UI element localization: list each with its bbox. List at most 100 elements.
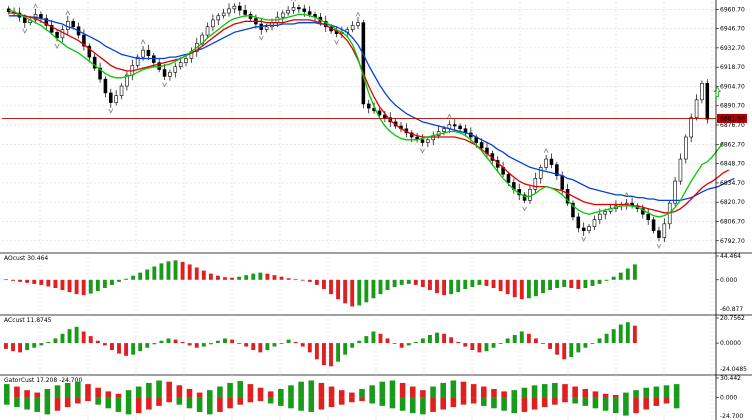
gator-bar-down xyxy=(541,397,548,408)
histogram-bar-down xyxy=(548,343,553,349)
gator-bar-down xyxy=(105,391,112,398)
histogram-bar-down xyxy=(336,279,341,300)
candle-bull xyxy=(216,15,221,21)
histogram-bar-down xyxy=(442,279,447,296)
histogram-bar-up xyxy=(145,269,150,280)
histogram-bar-down xyxy=(428,279,432,291)
histogram-bar-down xyxy=(456,341,461,344)
candle-bull xyxy=(211,19,215,28)
current-price-label: 6881.50 xyxy=(720,116,745,123)
gator-bar-up xyxy=(75,381,81,398)
histogram-bar-down xyxy=(491,279,496,288)
histogram-bar-up xyxy=(625,268,630,280)
gator-bar-down xyxy=(643,397,649,410)
price-axis-label: 6932.70 xyxy=(720,45,745,52)
candle-bear xyxy=(307,11,312,15)
histogram-bar-up xyxy=(46,341,51,344)
gator-bar-down xyxy=(409,386,416,398)
histogram-bar-down xyxy=(25,279,30,283)
candle-bull xyxy=(221,12,226,17)
fractal-up-icon xyxy=(543,147,549,153)
fractal-down-icon xyxy=(522,206,527,212)
histogram-bar-up xyxy=(519,331,524,344)
histogram-bar-up xyxy=(357,340,362,344)
candle-bull xyxy=(587,226,591,232)
histogram-bar-up xyxy=(131,275,136,280)
histogram-bar-down xyxy=(11,279,15,281)
gator-bar-up xyxy=(288,397,294,409)
gator-bar-up xyxy=(602,397,609,411)
gator-bar-up xyxy=(623,397,629,416)
panel-axis-label: -60.877 xyxy=(720,306,743,313)
gator-bar-up xyxy=(359,388,365,398)
panel-title: GatorCust 17.208 -24.700 xyxy=(4,377,82,384)
candle-bull xyxy=(598,213,602,220)
histogram-bar-up xyxy=(406,343,411,346)
candle-bear xyxy=(522,194,527,201)
gator-bar-up xyxy=(673,384,680,398)
candle-bull xyxy=(689,117,693,138)
histogram-bar-down xyxy=(477,343,482,353)
gator-bar-down xyxy=(85,384,91,398)
gator-bar-up xyxy=(623,392,629,398)
candle-bull xyxy=(673,180,677,204)
gator-bar-down xyxy=(633,397,639,414)
histogram-bar-up xyxy=(357,279,362,306)
gator-bar-down xyxy=(166,381,172,398)
candle-bear xyxy=(576,216,581,229)
candle-bear xyxy=(302,8,307,12)
histogram-bar-down xyxy=(187,264,192,280)
gator-bar-down xyxy=(115,393,122,398)
histogram-bar-down xyxy=(555,343,560,355)
price-axis-label: 6862.70 xyxy=(720,141,745,148)
candle-bear xyxy=(237,5,242,11)
gator-bar-up xyxy=(582,397,589,406)
histogram-bar-up xyxy=(463,279,468,290)
candle-bear xyxy=(361,22,366,105)
histogram-bar-down xyxy=(272,275,277,280)
fractal-up-icon xyxy=(65,10,71,16)
candle-bull xyxy=(544,158,548,168)
gator-bar-up xyxy=(125,397,132,415)
histogram-bar-up xyxy=(456,279,461,293)
candle-bull xyxy=(141,49,145,58)
histogram-bar-up xyxy=(88,279,93,294)
histogram-bar-down xyxy=(230,339,235,344)
histogram-bar-up xyxy=(364,279,369,303)
gator-bar-down xyxy=(318,397,325,410)
histogram-bar-up xyxy=(258,272,263,280)
candle-bull xyxy=(291,7,296,11)
gator-bar-down xyxy=(247,384,254,398)
histogram-bar-down xyxy=(322,343,326,366)
gator-bar-up xyxy=(491,397,497,409)
histogram-bar-down xyxy=(307,343,312,353)
ma-slow-line xyxy=(8,15,708,202)
gator-bar-down xyxy=(328,386,335,398)
gator-bar-up xyxy=(663,385,670,398)
histogram-bar-down xyxy=(46,279,51,287)
gator-bar-up xyxy=(572,397,578,404)
gator-bar-down xyxy=(146,397,152,410)
gator-bar-up xyxy=(653,386,660,398)
gator-bar-down xyxy=(440,397,446,410)
gator-bar-up xyxy=(298,381,304,398)
panel-ao: 44.464 0.000 -60.877 AOcust 30.464 xyxy=(0,252,752,313)
candle-bull xyxy=(60,29,65,39)
histogram-bar-up xyxy=(477,279,482,285)
gator-bar-down xyxy=(460,397,467,405)
gator-bar-up xyxy=(541,384,548,398)
gator-bar-up xyxy=(196,397,203,412)
histogram-bar-up xyxy=(117,279,121,282)
gator-bar-down xyxy=(54,397,61,411)
price-axis-label: 6918.70 xyxy=(720,64,745,71)
gator-bar-down xyxy=(460,381,467,398)
gator-bar-up xyxy=(440,382,446,398)
price-axis-label: 6946.70 xyxy=(720,26,745,33)
histogram-bar-down xyxy=(463,343,468,347)
gator-bar-down xyxy=(75,397,81,404)
candle-bull xyxy=(603,211,607,215)
histogram-bar-down xyxy=(74,279,79,295)
histogram-bar-down xyxy=(18,343,23,353)
candle-bull xyxy=(426,139,430,143)
